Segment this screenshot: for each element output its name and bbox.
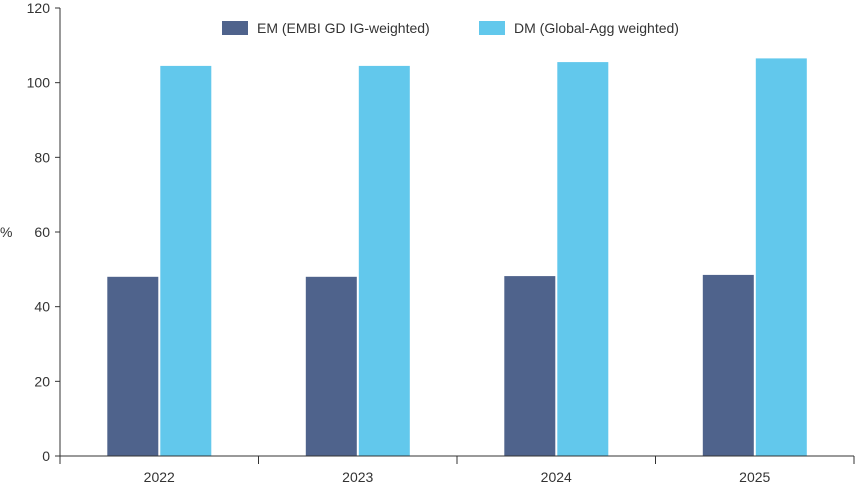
bars-group [107,58,807,457]
bar-em-2022 [107,276,159,456]
bar-dm-2025 [755,58,807,457]
bar-dm-2022 [160,65,212,457]
y-tick-label-20: 20 [34,373,50,389]
bar-em-2023 [305,276,357,456]
y-axis-label: % [0,224,12,240]
x-axis: 2022 2023 2024 2025 [59,455,855,485]
y-tick-label-120: 120 [27,0,51,16]
bar-em-2025 [702,274,754,456]
y-tick-label-100: 100 [27,75,51,91]
x-tick-label-2023: 2023 [342,469,373,485]
y-tick-label-60: 60 [34,224,50,240]
x-tick-label-2022: 2022 [144,469,175,485]
bar-em-2024 [504,276,556,456]
x-tick-label-2024: 2024 [541,469,572,485]
legend-label-dm: DM (Global-Agg weighted) [514,20,679,36]
legend-swatch-em [222,21,248,35]
x-tick-label-2025: 2025 [739,469,770,485]
y-tick-label-40: 40 [34,299,50,315]
legend-swatch-dm [479,21,505,35]
y-tick-label-0: 0 [42,448,50,464]
legend-label-em: EM (EMBI GD IG-weighted) [257,20,430,36]
y-axis: 0 20 40 60 80 100 120 [27,0,61,464]
legend: EM (EMBI GD IG-weighted) DM (Global-Agg … [222,20,679,36]
y-tick-label-80: 80 [34,149,50,165]
bar-dm-2024 [557,62,609,456]
bar-dm-2023 [358,65,410,457]
